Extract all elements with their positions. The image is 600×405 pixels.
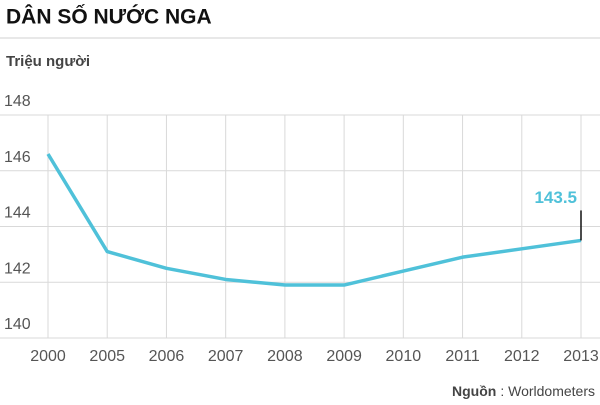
x-tick-label: 2000 (30, 348, 66, 365)
x-tick-label: 2010 (386, 348, 422, 365)
chart-title: DÂN SỐ NƯỚC NGA (6, 5, 212, 29)
y-tick-label: 142 (4, 260, 31, 277)
line (46, 153, 582, 287)
source-text: : Worldometers (500, 383, 595, 399)
x-tick-label: 2006 (149, 348, 185, 365)
y-tick-label: 140 (4, 316, 31, 333)
x-tick-label: 2005 (89, 348, 125, 365)
source-label: Nguồn (452, 383, 496, 399)
x-tick-label: 2013 (563, 348, 599, 365)
x-tick-label: 2008 (267, 348, 303, 365)
y-tick-label: 146 (4, 149, 31, 166)
y-tick-label: 148 (4, 93, 31, 110)
data-label: 143.5 (534, 188, 577, 207)
x-tick-label: 2007 (208, 348, 244, 365)
x-tick-label: 2012 (504, 348, 540, 365)
source: Nguồn: Worldometers (452, 383, 595, 399)
x-tick-label: 2011 (445, 348, 480, 365)
y-axis-label: Triệu người (6, 53, 90, 70)
y-tick-label: 144 (4, 205, 31, 222)
x-tick-label: 2009 (326, 348, 362, 365)
